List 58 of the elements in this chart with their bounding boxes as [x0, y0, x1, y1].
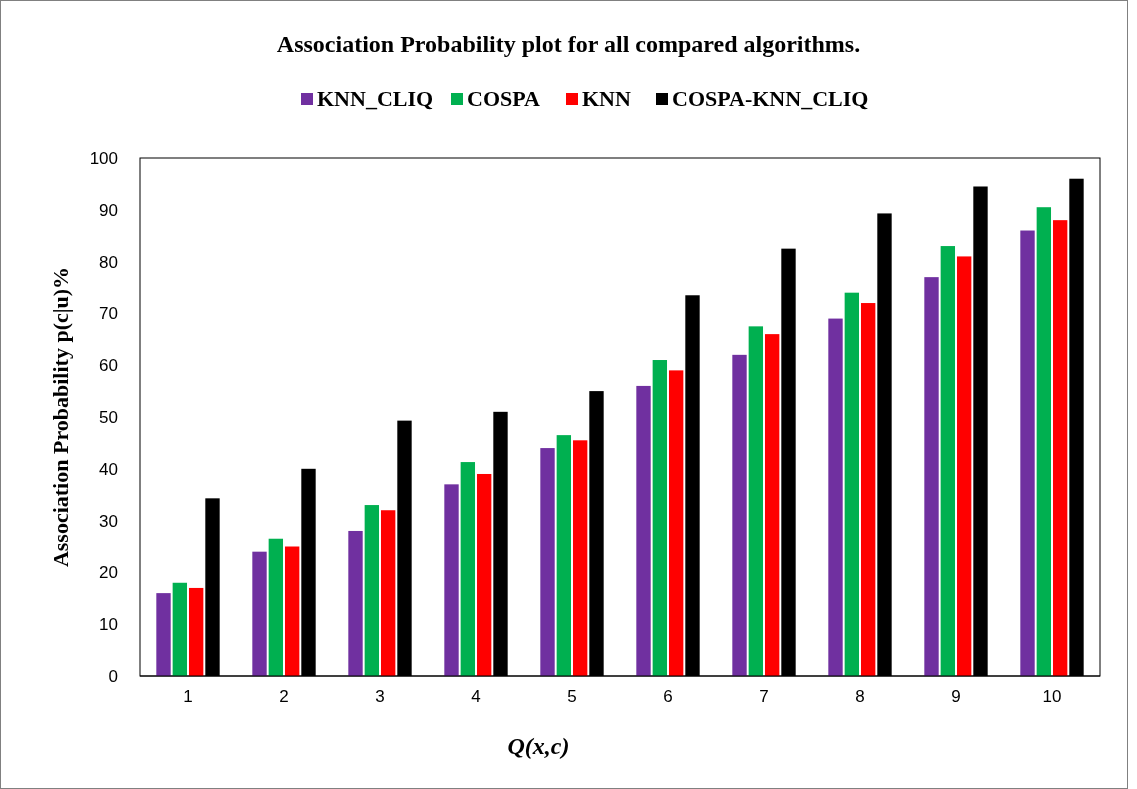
chart-title: Association Probability plot for all compared algorithms.: [276, 31, 861, 57]
y-axis-title: Association Probability p(c|u)%: [48, 266, 73, 568]
legend-label: KNN: [582, 86, 631, 111]
bar: [844, 292, 860, 676]
bar: [1052, 220, 1068, 676]
bar: [652, 360, 668, 676]
bar: [172, 582, 188, 676]
x-tick-label: 6: [663, 687, 673, 706]
x-tick-label: 10: [1042, 687, 1062, 706]
bar: [556, 435, 572, 676]
bar: [924, 277, 939, 676]
y-tick-label: 100: [89, 148, 118, 168]
bar: [380, 510, 396, 676]
x-tick-label: 3: [375, 687, 385, 706]
bar: [828, 318, 843, 676]
x-tick-label: 8: [855, 687, 865, 706]
y-tick-label: 40: [99, 459, 118, 479]
x-tick-label: 5: [567, 687, 577, 706]
bar: [348, 530, 363, 676]
legend-label: COSPA: [467, 86, 541, 111]
bar: [284, 546, 300, 676]
x-tick-label: 4: [471, 687, 481, 706]
y-tick-label: 0: [108, 666, 118, 686]
bar: [668, 370, 684, 676]
bar: [476, 473, 492, 676]
bar: [252, 551, 267, 676]
bar: [444, 484, 459, 676]
bar: [956, 256, 972, 676]
x-axis-title: Q(x,c): [507, 733, 570, 759]
x-tick-label: 7: [759, 687, 769, 706]
y-tick-label: 80: [99, 252, 118, 272]
bar: [460, 462, 476, 676]
bar: [748, 326, 764, 676]
bar: [1036, 207, 1052, 676]
x-tick-label: 1: [183, 687, 193, 706]
x-tick-label: 2: [279, 687, 289, 706]
bar: [940, 246, 956, 676]
y-tick-label: 60: [99, 356, 118, 376]
bar: [540, 448, 555, 676]
y-tick-label: 20: [99, 563, 118, 583]
bar: [732, 354, 747, 676]
bar: [1020, 230, 1035, 676]
y-tick-label: 90: [99, 200, 118, 220]
bar: [268, 538, 284, 676]
y-tick-label: 50: [99, 407, 118, 427]
legend-label: KNN_CLIQ: [317, 86, 434, 111]
y-tick-label: 70: [99, 304, 118, 324]
bar: [364, 505, 380, 676]
bar: [764, 334, 780, 676]
legend-label: COSPA-KNN_CLIQ: [672, 86, 869, 111]
bar: [636, 385, 651, 676]
bar: [188, 587, 204, 676]
bar: [860, 303, 876, 676]
bar: [156, 593, 171, 676]
y-tick-label: 10: [99, 615, 118, 635]
y-tick-label: 30: [99, 511, 118, 531]
bar: [572, 440, 588, 676]
x-tick-label: 9: [951, 687, 961, 706]
